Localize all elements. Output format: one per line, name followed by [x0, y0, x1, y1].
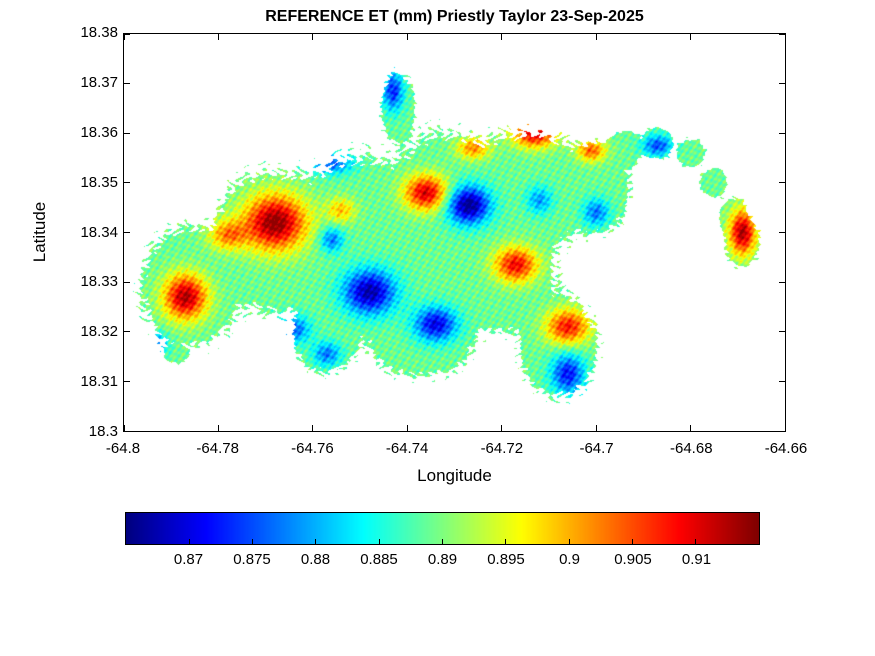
y-tick-mark: [124, 331, 130, 333]
y-tick-mark: [779, 430, 785, 432]
x-tick-mark: [217, 425, 219, 431]
x-tick-label: -64.68: [670, 440, 713, 457]
colorbar-tick-label: 0.895: [487, 551, 525, 568]
x-tick-mark: [406, 425, 408, 431]
y-tick-mark: [124, 132, 130, 134]
y-tick-label: 18.38: [80, 24, 118, 41]
colorbar: [125, 512, 760, 545]
y-tick-label: 18.36: [80, 123, 118, 141]
x-tick-mark: [123, 425, 125, 431]
colorbar-tick-label: 0.885: [360, 551, 398, 568]
y-tick-label: 18.35: [80, 173, 118, 191]
x-tick-mark: [784, 34, 786, 40]
colorbar-tick-label: 0.87: [173, 551, 204, 568]
y-tick-mark: [779, 33, 785, 35]
x-tick-mark: [501, 34, 503, 40]
y-tick-label: 18.32: [80, 323, 118, 341]
x-tick-mark: [595, 425, 597, 431]
x-tick-mark: [312, 425, 314, 431]
plot-area: [123, 33, 786, 432]
x-tick-mark: [312, 34, 314, 40]
colorbar-tick-mark: [695, 539, 697, 544]
y-tick-label: 18.3: [88, 423, 118, 440]
colorbar-tick-mark: [378, 539, 380, 544]
x-tick-mark: [595, 34, 597, 40]
colorbar-tick-mark: [188, 539, 190, 544]
y-tick-mark: [779, 132, 785, 134]
x-tick-mark: [690, 34, 692, 40]
x-tick-mark: [406, 34, 408, 40]
y-tick-mark: [779, 232, 785, 233]
x-tick-label: -64.78: [196, 440, 239, 457]
y-tick-mark: [779, 83, 785, 85]
y-tick-mark: [779, 380, 785, 382]
x-tick-label: -64.74: [385, 440, 429, 457]
colorbar-tick-mark: [631, 539, 633, 544]
x-tick-label: -64.7: [579, 440, 614, 457]
colorbar-tick-label: 0.88: [300, 551, 331, 568]
colorbar-tick-mark: [252, 539, 254, 544]
colorbar-tick-label: 0.91: [681, 551, 712, 568]
x-tick-mark: [784, 425, 786, 431]
y-tick-mark: [124, 430, 130, 432]
colorbar-tick-label: 0.9: [559, 551, 580, 568]
x-tick-mark: [501, 425, 503, 431]
colorbar-tick-mark: [505, 539, 507, 544]
x-tick-mark: [690, 425, 692, 431]
y-tick-mark: [124, 182, 130, 184]
colorbar-tick-label: 0.905: [614, 551, 652, 568]
y-tick-mark: [779, 182, 785, 184]
contour-map-canvas: [124, 34, 785, 431]
y-tick-mark: [124, 281, 130, 283]
y-tick-mark: [124, 232, 130, 233]
x-tick-label: -64.72: [480, 440, 524, 457]
y-tick-label: 18.34: [80, 223, 118, 241]
colorbar-tick-mark: [442, 539, 443, 544]
x-tick-label: -64.66: [764, 440, 808, 457]
colorbar-tick-mark: [568, 539, 570, 544]
x-axis-label: Longitude: [417, 466, 492, 485]
y-tick-mark: [124, 380, 130, 382]
y-tick-mark: [124, 83, 130, 85]
y-tick-mark: [124, 33, 130, 35]
y-tick-label: 18.37: [80, 73, 118, 91]
colorbar-tick-label: 0.89: [427, 551, 458, 568]
y-tick-mark: [779, 281, 785, 283]
chart-title: REFERENCE ET (mm) Priestly Taylor 23-Sep…: [265, 8, 644, 25]
colorbar-tick-mark: [315, 539, 317, 544]
y-tick-mark: [779, 331, 785, 333]
x-tick-label: -64.8: [105, 440, 141, 457]
x-tick-mark: [217, 34, 219, 40]
colorbar-tick-label: 0.875: [233, 551, 271, 568]
colorbar-gradient-canvas: [126, 513, 759, 544]
x-tick-mark: [123, 34, 125, 40]
y-tick-label: 18.31: [80, 373, 118, 391]
y-tick-label: 18.33: [80, 273, 118, 291]
x-tick-label: -64.76: [291, 440, 334, 457]
